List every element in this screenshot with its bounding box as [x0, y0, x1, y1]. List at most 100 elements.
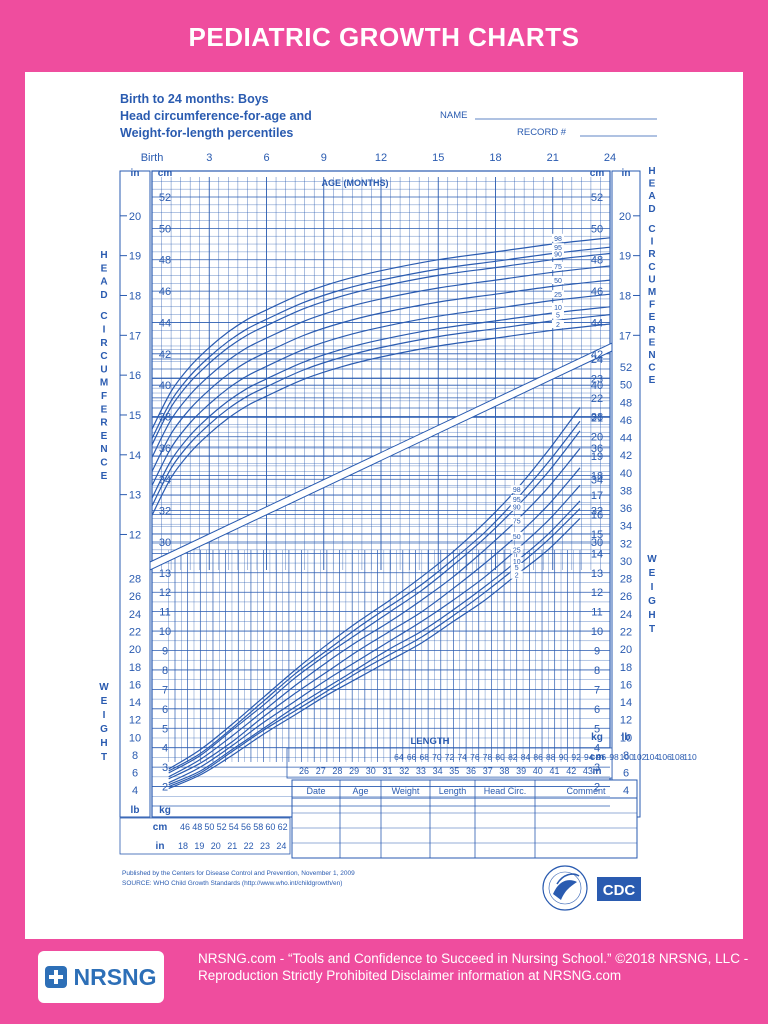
hc-percentile-label-bg — [552, 233, 564, 242]
hc-percentile-curve-25 — [151, 293, 611, 486]
length-cm-tick-label: 108 — [670, 752, 684, 762]
hc-percentile-curve-50 — [151, 279, 611, 472]
lower-length-in-tick-label: 18 — [178, 841, 188, 851]
age-tick-label: 15 — [432, 152, 444, 164]
hc-percentile-label-2: 2 — [556, 322, 560, 329]
wl-lb-tick-label-right: 38 — [620, 485, 632, 497]
length-in-tick-label: 35 — [449, 766, 459, 776]
hc-percentile-curve-95 — [151, 246, 611, 439]
hc-axis-title-left-letter: C — [100, 457, 107, 468]
wl-kg-tick-label-right: 15 — [591, 529, 603, 541]
length-cm-tick-label: 86 — [533, 752, 543, 762]
wl-kg-tick-label-right: 4 — [594, 743, 600, 755]
hc-cm-tick-label-left: 50 — [159, 223, 171, 235]
weight-axis-title-left-letter: H — [100, 738, 107, 749]
length-cm-tick-label: 96 — [597, 752, 607, 762]
wl-kg-tick-label-left: 2 — [162, 782, 168, 794]
hc-percentile-label-bg — [552, 276, 564, 285]
lower-length-cm-tick-label: 46 — [180, 822, 190, 832]
wl-percentile-label-bg — [510, 485, 523, 494]
wl-lb-tick-label-right: 8 — [623, 750, 629, 762]
length-cm-tick-label: 110 — [683, 752, 697, 762]
hc-axis-title-right-letter: M — [648, 287, 656, 298]
length-in-tick-label: 34 — [433, 766, 443, 776]
length-in-tick-label: 37 — [483, 766, 493, 776]
record-table-header-length: Length — [439, 786, 467, 796]
hc-axis-title-right-letter: I — [651, 237, 654, 248]
length-in-tick-label: 36 — [466, 766, 476, 776]
wl-kg-tick-label-right: 24 — [591, 354, 603, 366]
page-title: PEDIATRIC GROWTH CHARTS — [188, 22, 580, 52]
hc-in-tick-label-left: 18 — [129, 290, 141, 302]
hc-cm-tick-label-right: 48 — [591, 255, 603, 267]
separator-band — [149, 342, 613, 571]
hc-axis-title-left-letter: M — [100, 378, 108, 389]
nrsng-logo-text: NRSNG — [73, 963, 157, 990]
length-in-tick-label: 39 — [516, 766, 526, 776]
wl-lb-tick-label-right: 40 — [620, 468, 632, 480]
hc-cm-tick-label-left: 32 — [159, 506, 171, 518]
lower-length-in-tick-label: 19 — [194, 841, 204, 851]
wl-percentile-label-bg — [510, 557, 523, 566]
hc-axis-title-right-letter: N — [648, 350, 655, 361]
wl-kg-tick-label-right: 9 — [594, 646, 600, 658]
record-table-header-weight: Weight — [392, 786, 420, 796]
hc-cm-tick-label-left: 38 — [159, 412, 171, 424]
hc-axis-title-left-letter: E — [101, 263, 108, 274]
wl-lb-tick-label-right: 18 — [620, 662, 632, 674]
weight-axis-title-left-letter: G — [100, 724, 108, 735]
hc-axis-title-left-letter: E — [101, 404, 108, 415]
hc-in-tick-label-right: 19 — [619, 251, 631, 263]
wl-kg-tick-label-left: 3 — [162, 762, 168, 774]
hc-in-tick-label-left: 20 — [129, 211, 141, 223]
hc-in-tick-label-right: 17 — [619, 330, 631, 342]
unit-header-top-right: in — [622, 168, 631, 179]
unit-header-top-left: in — [131, 168, 140, 179]
wl-lb-tick-label-right: 4 — [623, 785, 629, 797]
wl-percentile-label-10: 10 — [513, 559, 521, 566]
hc-axis-title-left-letter: N — [100, 444, 107, 455]
length-axis-title: LENGTH — [410, 736, 449, 747]
length-cm-tick-label: 72 — [445, 752, 455, 762]
wl-kg-tick-label-right: 20 — [591, 432, 603, 444]
length-cm-tick-label: 82 — [508, 752, 518, 762]
hc-percentile-label-98: 98 — [554, 236, 562, 243]
wl-percentile-label-bg — [510, 545, 523, 554]
wl-kg-tick-label-left: 12 — [159, 587, 171, 599]
wl-kg-tick-label-left: 6 — [162, 704, 168, 716]
nrsng-logo[interactable]: NRSNG — [38, 951, 164, 1003]
hc-percentile-curve-75 — [151, 265, 611, 458]
wl-lb-tick-label-right: 22 — [620, 626, 632, 638]
hc-percentile-curve-5 — [151, 314, 611, 507]
hc-percentile-curve-2 — [151, 323, 611, 516]
source-line2: SOURCE: WHO Child Growth Standards (http… — [122, 880, 342, 887]
wl-percentile-label-90: 90 — [513, 505, 521, 512]
age-tick-label: 12 — [375, 152, 387, 164]
record-table-header-age: Age — [352, 786, 368, 796]
wl-lb-tick-label-right: 24 — [620, 609, 632, 621]
wl-percentile-label-bg — [510, 562, 523, 571]
hc-percentile-label-bg — [552, 310, 564, 319]
wl-percentile-label-5: 5 — [515, 565, 519, 572]
hc-percentile-label-25: 25 — [554, 292, 562, 299]
wl-percentile-label-98: 98 — [513, 487, 521, 494]
wl-kg-tick-label-right: 6 — [594, 704, 600, 716]
hc-axis-title-left-letter: R — [100, 338, 108, 349]
hc-axis-title-left-letter: D — [100, 290, 107, 301]
hc-axis-title-right-letter: U — [648, 274, 655, 285]
lower-length-cm-tick-label: 58 — [253, 822, 263, 832]
length-cm-tick-label: 106 — [658, 752, 672, 762]
hc-percentile-label-bg — [552, 262, 564, 270]
length-cm-tick-label: 94 — [584, 752, 594, 762]
footer-copyright: NRSNG.com - “Tools and Confidence to Suc… — [198, 951, 749, 983]
age-tick-label: 24 — [604, 152, 616, 164]
hc-axis-title-right-letter: E — [649, 312, 656, 323]
weight-unit-lb-left: lb — [131, 805, 140, 816]
hc-cm-tick-label-left: 52 — [159, 192, 171, 204]
chart-title-line2: Head circumference-for-age and — [120, 109, 312, 123]
lower-length-in-tick-label: 22 — [244, 841, 254, 851]
wl-kg-tick-label-right: 7 — [594, 684, 600, 696]
wl-lb-tick-label-right: 10 — [620, 732, 632, 744]
wl-percentile-label-50: 50 — [513, 534, 521, 541]
length-in-tick-label: 26 — [299, 766, 309, 776]
